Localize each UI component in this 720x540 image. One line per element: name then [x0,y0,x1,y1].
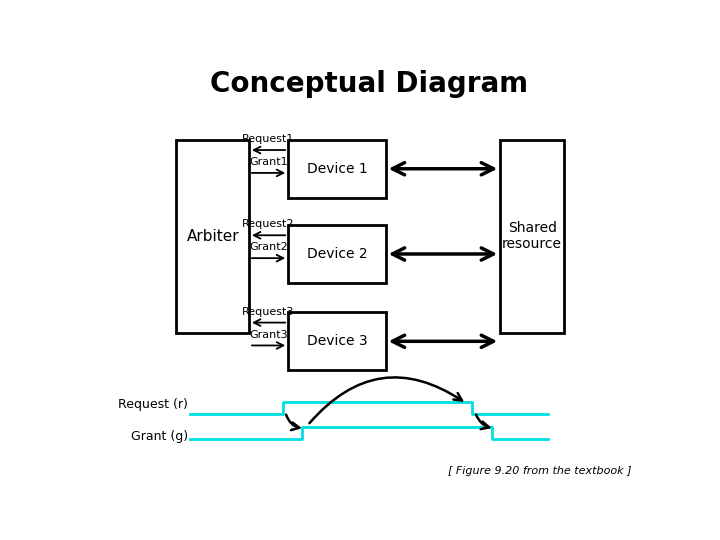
Text: Request (r): Request (r) [118,398,188,411]
Text: Conceptual Diagram: Conceptual Diagram [210,70,528,98]
Bar [288,140,386,198]
Text: Arbiter: Arbiter [186,229,239,244]
Bar [176,140,249,333]
Text: Request3: Request3 [243,307,294,317]
Text: Shared
resource: Shared resource [503,221,562,252]
Text: Grant2: Grant2 [249,242,288,252]
Bar [288,312,386,370]
Bar [500,140,564,333]
Text: Device 1: Device 1 [307,162,367,176]
Text: Device 2: Device 2 [307,247,367,261]
Text: Grant3: Grant3 [249,329,288,340]
Text: [ Figure 9.20 from the textbook ]: [ Figure 9.20 from the textbook ] [448,467,631,476]
Text: Device 3: Device 3 [307,334,367,348]
Text: Grant (g): Grant (g) [130,430,188,443]
Text: Request2: Request2 [243,219,294,230]
Bar [288,225,386,283]
Text: Grant1: Grant1 [249,157,288,167]
Text: Request1: Request1 [243,134,294,144]
